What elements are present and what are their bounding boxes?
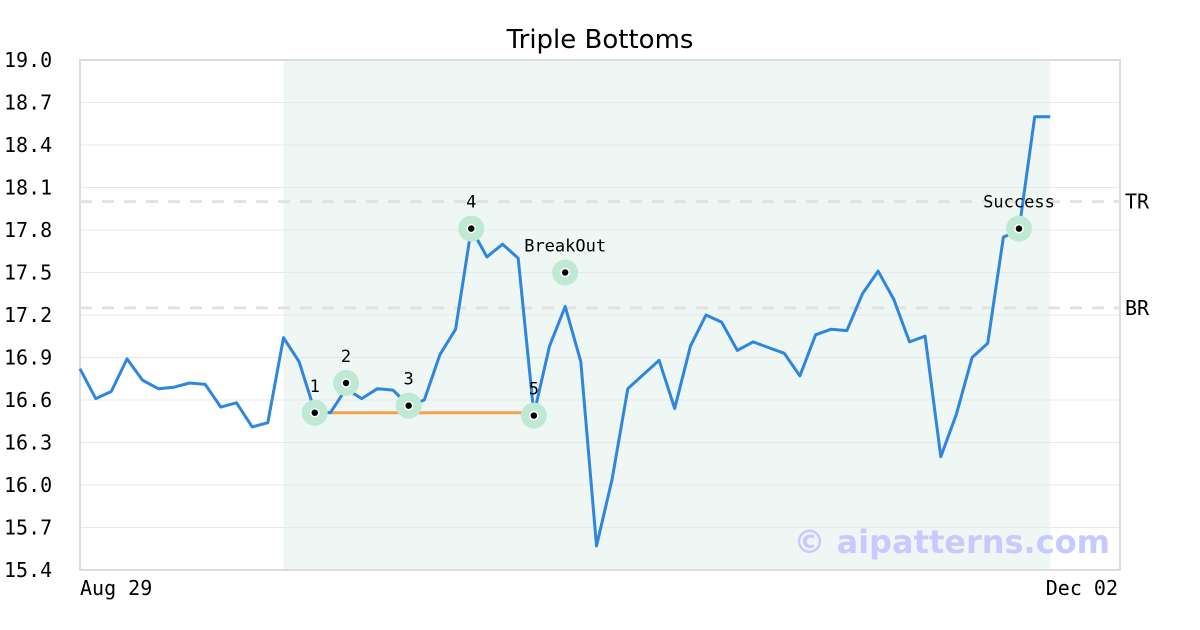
y-tick-label: 17.5 bbox=[4, 261, 52, 285]
point-label-success: Success bbox=[983, 193, 1055, 213]
reference-label-br: BR bbox=[1125, 296, 1150, 320]
point-marker-5 bbox=[529, 410, 539, 421]
y-tick-label: 18.1 bbox=[4, 176, 52, 200]
y-tick-label: 15.7 bbox=[4, 516, 52, 540]
point-marker-2 bbox=[341, 378, 351, 388]
point-label-4: 4 bbox=[466, 193, 476, 213]
plot-frame bbox=[79, 59, 1121, 571]
y-tick-label: 15.4 bbox=[4, 558, 52, 582]
chart-title: Triple Bottoms bbox=[506, 25, 694, 55]
point-label-5: 5 bbox=[529, 380, 539, 400]
x-tick-label: Dec 02 bbox=[1046, 576, 1118, 600]
point-marker-success bbox=[1014, 223, 1024, 234]
point-marker-4 bbox=[466, 223, 476, 234]
point-marker-3 bbox=[403, 400, 414, 411]
y-tick-label: 17.8 bbox=[4, 218, 52, 242]
point-label-breakout: BreakOut bbox=[524, 237, 606, 257]
point-label-1: 1 bbox=[310, 377, 320, 397]
point-marker-breakout bbox=[560, 267, 570, 278]
x-tick-label: Aug 29 bbox=[80, 576, 152, 600]
y-tick-label: 16.6 bbox=[4, 388, 52, 412]
reference-label-tr: TR bbox=[1125, 190, 1150, 214]
price-line bbox=[78, 115, 1051, 548]
y-tick-label: 16.3 bbox=[4, 431, 52, 455]
point-label-3: 3 bbox=[404, 370, 414, 390]
y-tick-label: 19.0 bbox=[4, 48, 52, 72]
y-tick-label: 18.4 bbox=[4, 133, 52, 157]
y-tick-label: 16.0 bbox=[4, 473, 52, 497]
y-tick-label: 17.2 bbox=[4, 303, 52, 327]
y-tick-label: 18.7 bbox=[4, 91, 52, 115]
point-label-2: 2 bbox=[341, 347, 351, 367]
plot-area: 19.0 18.7 18.4 18.1 17.8 17.5 17.2 16.9 16.6 16.3… bbox=[4, 48, 1150, 600]
y-tick-label: 16.9 bbox=[4, 346, 52, 370]
watermark: © aipatterns.com bbox=[793, 523, 1110, 561]
point-marker-1 bbox=[310, 408, 320, 418]
